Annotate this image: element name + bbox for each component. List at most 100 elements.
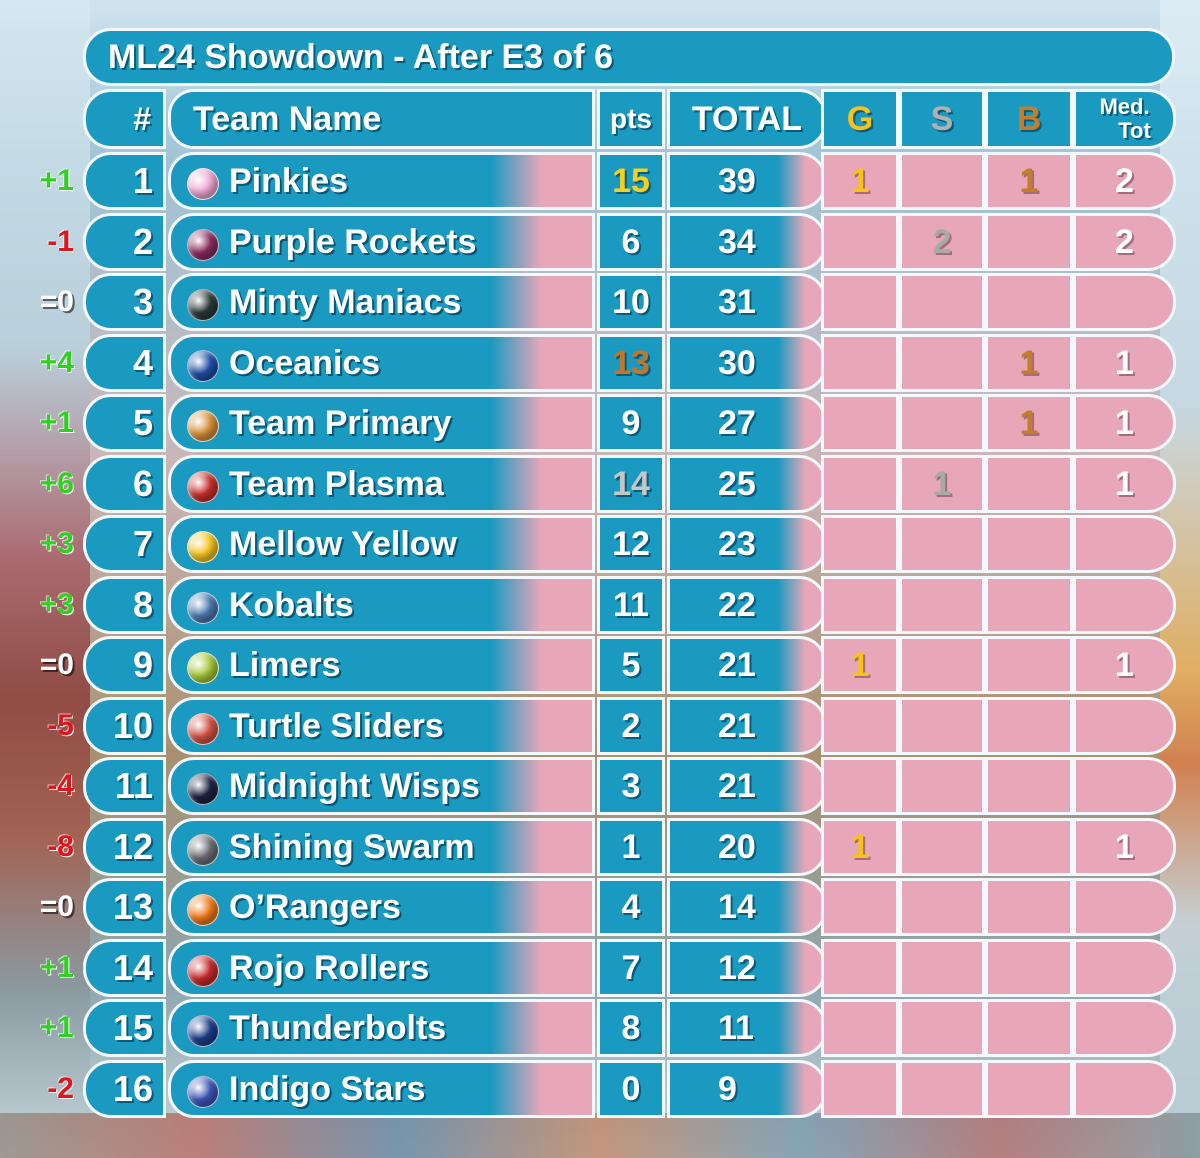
- table-row: +1 1 Pinkies 15 39 1 1 2: [0, 152, 1200, 210]
- team-name: Indigo Stars: [229, 1069, 426, 1108]
- medal-total-cell: [1073, 515, 1176, 573]
- table-row: +1 5 Team Primary 9 27 1 1: [0, 394, 1200, 452]
- bronze-medal-cell: 1: [985, 394, 1073, 452]
- marble-icon: [187, 410, 219, 442]
- header-team-name: Team Name: [168, 89, 595, 149]
- total-cell: 21: [667, 696, 827, 755]
- bronze-medal-cell: [985, 817, 1073, 876]
- team-name-cell: Mellow Yellow: [168, 515, 595, 573]
- table-row: -5 10 Turtle Sliders 2 21: [0, 696, 1200, 755]
- position-change: -2: [47, 1071, 74, 1105]
- team-name: Minty Maniacs: [229, 283, 462, 321]
- team-name-cell: Limers: [168, 636, 595, 694]
- silver-medal-cell: [899, 333, 985, 392]
- background-bottom: [0, 1113, 1200, 1158]
- medal-total-cell: [1073, 1059, 1176, 1118]
- position-change: -5: [47, 708, 74, 742]
- points-cell: 15: [597, 152, 665, 210]
- medal-total-cell: [1073, 757, 1176, 815]
- position-change: -4: [47, 769, 74, 802]
- rank-cell: 4: [83, 333, 166, 392]
- total-cell: 27: [667, 394, 827, 452]
- rank-cell: 3: [83, 273, 166, 331]
- marble-icon: [187, 712, 219, 745]
- position-change: +1: [39, 164, 74, 197]
- rank-cell: 12: [83, 817, 166, 876]
- marble-icon: [187, 773, 219, 805]
- total-cell: 11: [667, 999, 827, 1057]
- team-name-cell: Midnight Wisps: [168, 757, 595, 815]
- position-change: +3: [39, 587, 74, 621]
- rank-cell: 7: [83, 515, 166, 573]
- team-name-cell: Indigo Stars: [168, 1059, 595, 1118]
- table-row: +1 15 Thunderbolts 8 11: [0, 999, 1200, 1057]
- points-cell: 9: [597, 394, 665, 452]
- bronze-medal-cell: [985, 878, 1073, 936]
- team-name: Shining Swarm: [229, 827, 475, 866]
- medal-total-cell: 1: [1073, 394, 1176, 452]
- points-cell: 5: [597, 636, 665, 694]
- team-name: Rojo Rollers: [229, 948, 430, 987]
- points-cell: 3: [597, 757, 665, 815]
- position-change: =0: [39, 890, 74, 923]
- total-cell: 30: [667, 333, 827, 392]
- table-row: =0 13 O’Rangers 4 14: [0, 878, 1200, 936]
- bronze-medal-cell: [985, 575, 1073, 634]
- position-change: +3: [39, 527, 74, 560]
- team-name-cell: Oceanics: [168, 333, 595, 392]
- team-name-cell: Pinkies: [168, 152, 595, 210]
- table-row: +4 4 Oceanics 13 30 1 1: [0, 333, 1200, 392]
- total-cell: 21: [667, 757, 827, 815]
- bronze-medal-cell: [985, 273, 1073, 331]
- table-row: +1 14 Rojo Rollers 7 12: [0, 938, 1200, 997]
- team-name-cell: Rojo Rollers: [168, 938, 595, 997]
- gold-medal-cell: [821, 878, 899, 936]
- marble-icon: [187, 470, 219, 503]
- silver-medal-cell: [899, 394, 985, 452]
- silver-medal-cell: 1: [899, 454, 985, 513]
- gold-medal-cell: 1: [821, 636, 899, 694]
- header-rank: #: [83, 89, 166, 149]
- position-change: +1: [39, 950, 74, 984]
- rank-cell: 8: [83, 575, 166, 634]
- team-name-cell: Kobalts: [168, 575, 595, 634]
- header-gold: G: [821, 89, 899, 149]
- total-cell: 23: [667, 515, 827, 573]
- rank-cell: 14: [83, 938, 166, 997]
- team-name-cell: Purple Rockets: [168, 212, 595, 271]
- position-change: +4: [39, 345, 74, 379]
- gold-medal-cell: [821, 999, 899, 1057]
- gold-medal-cell: [821, 757, 899, 815]
- team-name: Thunderbolts: [229, 1009, 447, 1047]
- gold-medal-cell: 1: [821, 152, 899, 210]
- table-row: -1 2 Purple Rockets 6 34 2 2: [0, 212, 1200, 271]
- total-cell: 31: [667, 273, 827, 331]
- bronze-medal-cell: [985, 1059, 1073, 1118]
- rank-cell: 16: [83, 1059, 166, 1118]
- header-bronze: B: [985, 89, 1073, 149]
- bronze-medal-cell: [985, 515, 1073, 573]
- gold-medal-cell: [821, 273, 899, 331]
- bronze-medal-cell: 1: [985, 333, 1073, 392]
- points-cell: 6: [597, 212, 665, 271]
- gold-medal-cell: [821, 575, 899, 634]
- team-name: Limers: [229, 646, 341, 684]
- team-name-cell: Minty Maniacs: [168, 273, 595, 331]
- gold-medal-cell: [821, 333, 899, 392]
- position-change: -8: [47, 829, 74, 863]
- team-name: Mellow Yellow: [229, 525, 457, 563]
- marble-icon: [187, 349, 219, 382]
- team-name: Turtle Sliders: [229, 706, 444, 745]
- total-cell: 21: [667, 636, 827, 694]
- marble-icon: [187, 591, 219, 624]
- total-cell: 25: [667, 454, 827, 513]
- rank-cell: 10: [83, 696, 166, 755]
- background-left: [0, 0, 90, 1158]
- marble-icon: [187, 531, 219, 563]
- silver-medal-cell: [899, 817, 985, 876]
- position-change: +1: [39, 1011, 74, 1044]
- medal-total-cell: [1073, 273, 1176, 331]
- medal-total-cell: 1: [1073, 333, 1176, 392]
- position-change: =0: [39, 648, 74, 681]
